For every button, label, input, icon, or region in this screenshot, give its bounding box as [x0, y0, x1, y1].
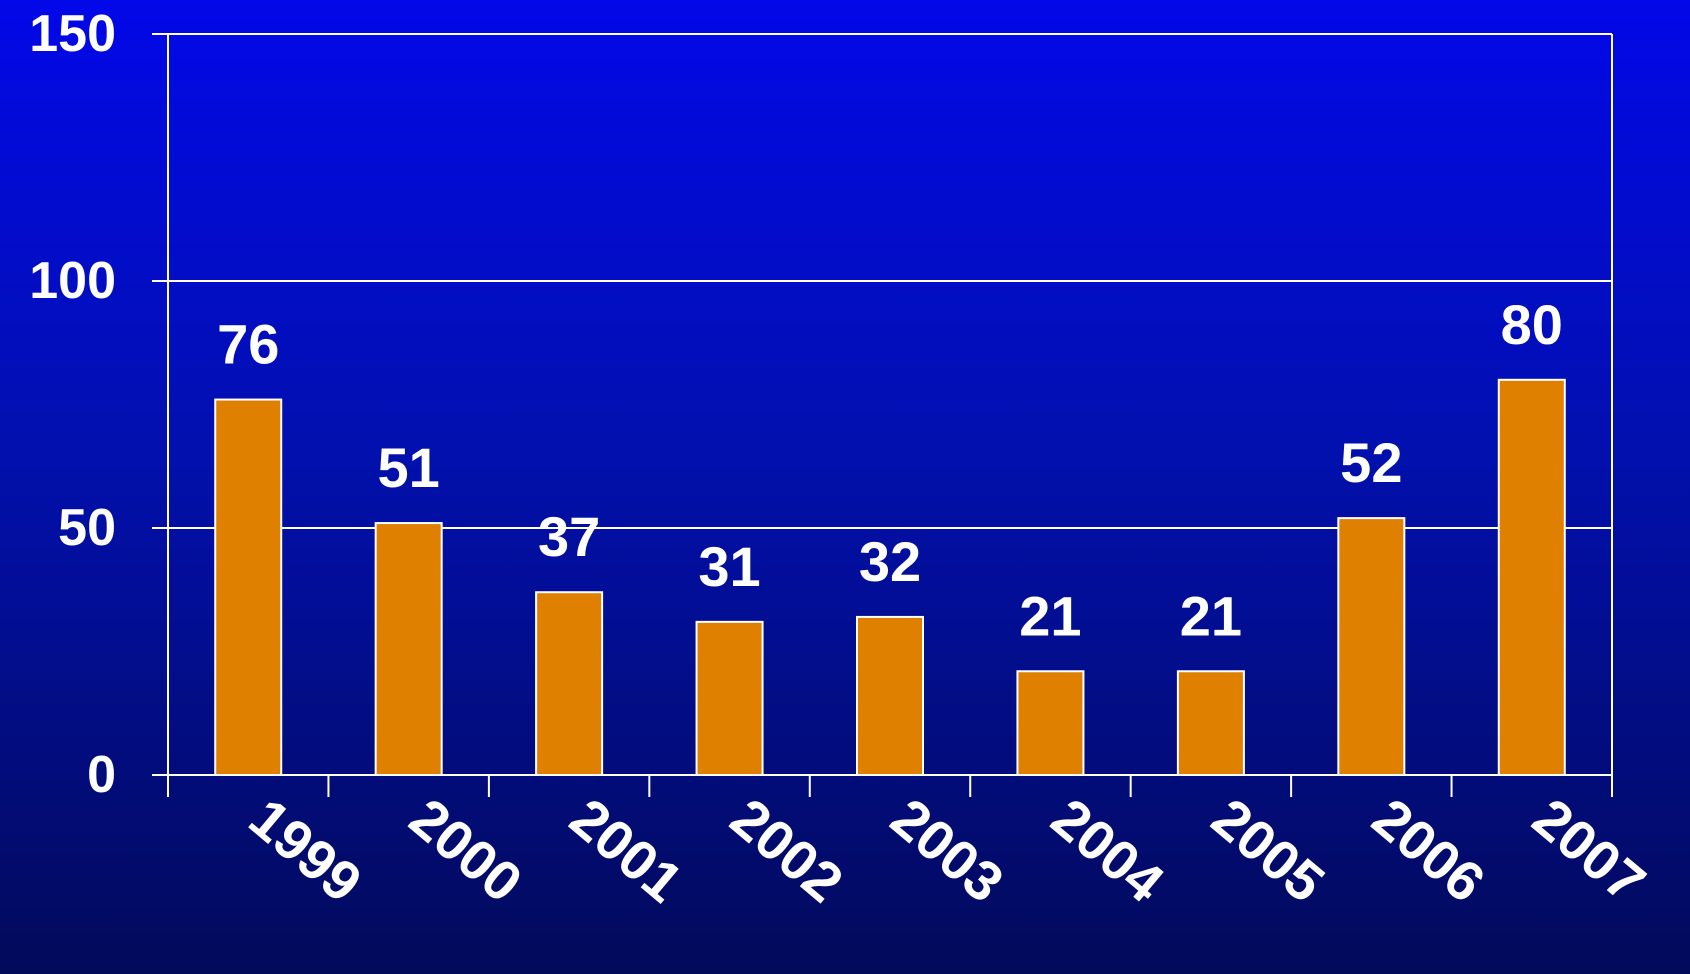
- y-tick-label: 0: [87, 746, 116, 804]
- bar-2005: [1176, 670, 1245, 777]
- data-label-2006: 52: [1340, 431, 1402, 494]
- x-tick-label-2001: 2001: [559, 786, 695, 914]
- data-label-2004: 21: [1019, 584, 1081, 647]
- y-tick-label: 50: [58, 499, 116, 557]
- y-tick-label: 150: [29, 5, 116, 63]
- x-tick-label-2006: 2006: [1361, 786, 1497, 914]
- data-label-2002: 31: [698, 535, 760, 598]
- x-tick-label-2000: 2000: [398, 786, 534, 914]
- data-label-2005: 21: [1180, 584, 1242, 647]
- y-tick-label: 100: [29, 252, 116, 310]
- x-tick-label-2003: 2003: [880, 786, 1016, 914]
- x-tick-label-2002: 2002: [719, 786, 855, 914]
- bar-2007: [1497, 378, 1566, 776]
- bar-2004: [1016, 670, 1085, 777]
- bar-2006: [1337, 517, 1406, 776]
- axes: [152, 33, 1613, 797]
- data-label-2007: 80: [1501, 293, 1563, 356]
- bar-2003: [856, 615, 924, 776]
- x-tick-label-2007: 2007: [1521, 786, 1657, 914]
- data-label-2001: 37: [538, 505, 600, 568]
- bar-2002: [695, 620, 764, 776]
- data-label-1999: 76: [217, 313, 279, 376]
- bar-1999: [214, 398, 283, 776]
- bars: [214, 378, 1566, 777]
- x-tick-label-2005: 2005: [1200, 786, 1336, 914]
- bar-2001: [535, 591, 604, 776]
- x-tick-label-2004: 2004: [1040, 786, 1176, 914]
- data-label-2003: 32: [859, 530, 921, 593]
- x-tick-label-1999: 1999: [238, 786, 374, 914]
- bar-2000: [374, 522, 443, 776]
- data-label-2000: 51: [378, 436, 440, 499]
